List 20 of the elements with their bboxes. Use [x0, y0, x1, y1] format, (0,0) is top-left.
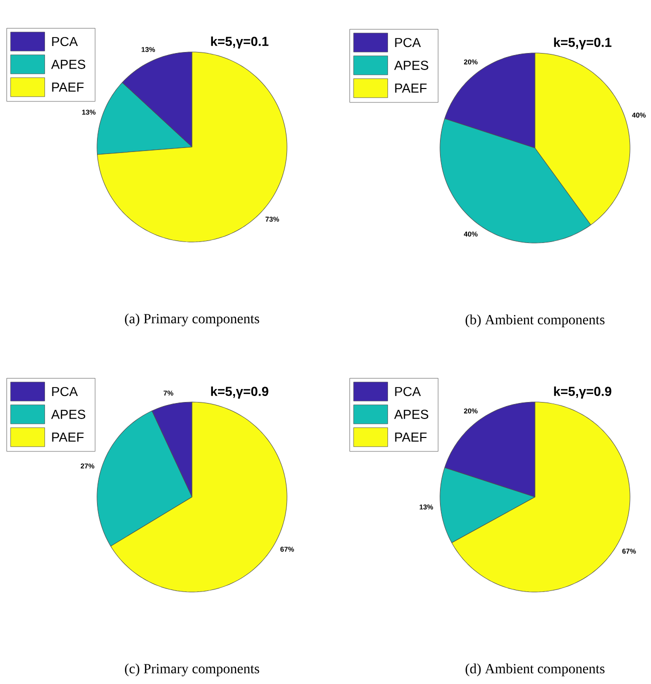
- text: k=5,γ=0.1: [211, 36, 268, 49]
- legend-label: PCA: [52, 386, 78, 396]
- text: (c) Primary components: [124, 664, 260, 676]
- legend-label: PAEF: [395, 432, 427, 442]
- legend-label: PCA: [52, 36, 78, 46]
- legend-label: APES: [394, 60, 428, 70]
- text: k=5,γ=0.1: [554, 37, 612, 50]
- text: k=5,γ=0.9: [211, 386, 268, 399]
- legend-label: APES: [394, 410, 428, 419]
- legend-label: PAEF: [52, 82, 84, 92]
- legend-label: PCA: [395, 386, 421, 396]
- legend-label: PAEF: [395, 84, 427, 93]
- legend-label: PAEF: [52, 432, 84, 442]
- text: (a) Primary components: [124, 314, 260, 326]
- legend-label: PCA: [395, 38, 421, 48]
- text: (d) Ambient components: [466, 664, 604, 676]
- legend-label: APES: [51, 410, 86, 419]
- text: k=5,γ=0.9: [554, 386, 612, 399]
- legend-label: APES: [51, 60, 86, 69]
- text: (b) Ambient components: [466, 314, 604, 328]
